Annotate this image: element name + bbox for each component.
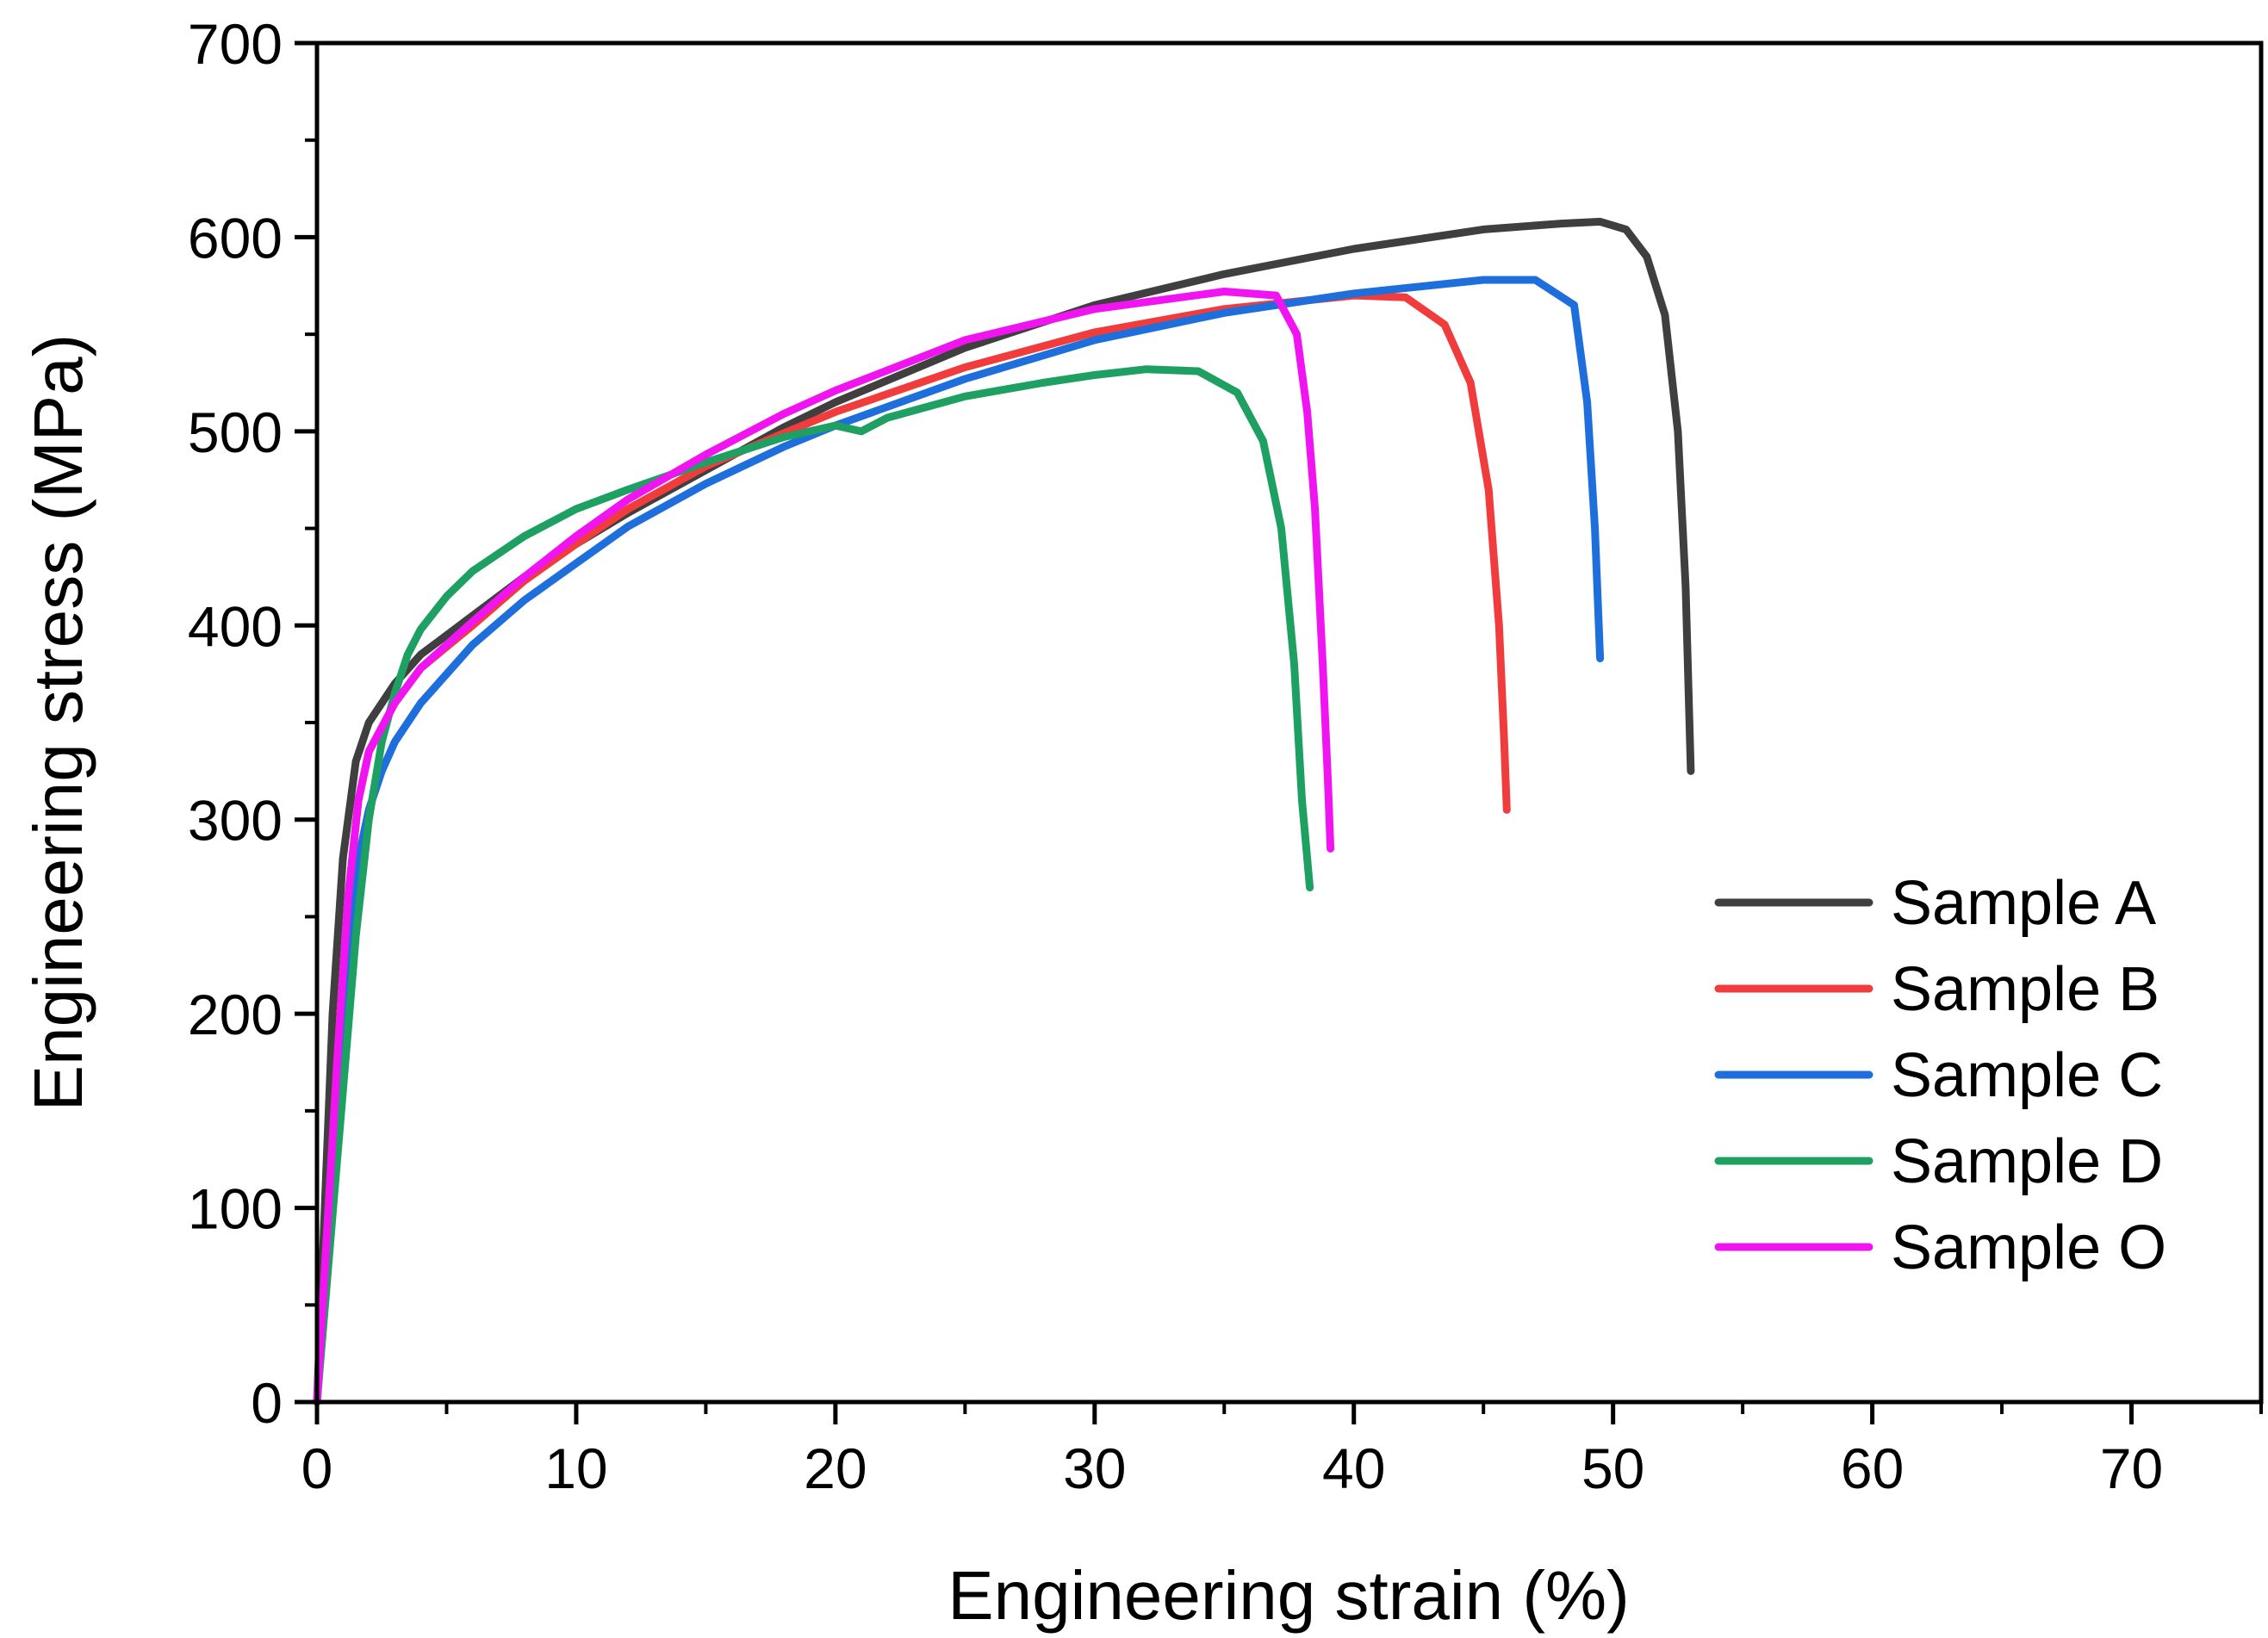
legend-label: Sample O xyxy=(1891,1213,2166,1282)
y-tick-label: 300 xyxy=(188,789,283,853)
y-tick-label: 600 xyxy=(188,206,283,270)
x-tick-label: 50 xyxy=(1581,1436,1644,1500)
series-line-sample-o xyxy=(313,288,1335,1406)
legend: Sample A Sample B Sample C Sample D Sample O xyxy=(1714,869,2166,1282)
y-tick-label: 700 xyxy=(188,12,283,76)
x-tick-label: 70 xyxy=(2100,1436,2163,1500)
x-tick-label: 10 xyxy=(544,1436,607,1500)
x-tick-label: 60 xyxy=(1841,1436,1904,1500)
series-layer xyxy=(313,217,1695,1406)
legend-label: Sample C xyxy=(1891,1041,2163,1110)
y-tick-label: 100 xyxy=(188,1177,283,1241)
y-tick-label: 400 xyxy=(188,594,283,658)
x-tick-label: 20 xyxy=(804,1436,867,1500)
y-tick-label: 0 xyxy=(251,1371,283,1435)
y-tick-label: 200 xyxy=(188,983,283,1046)
series-line-sample-c xyxy=(313,276,1605,1406)
legend-label: Sample A xyxy=(1891,869,2156,938)
y-axis-title: Engineering stress (MPa) xyxy=(20,334,96,1112)
series-line-sample-a xyxy=(313,217,1695,1406)
x-tick-label: 30 xyxy=(1063,1436,1126,1500)
legend-label: Sample B xyxy=(1891,955,2159,1024)
x-tick-label: 40 xyxy=(1322,1436,1385,1500)
series-line-sample-d xyxy=(313,365,1314,1406)
x-axis-title: Engineering strain (%) xyxy=(948,1557,1629,1634)
x-tick-label: 0 xyxy=(301,1436,333,1500)
legend-label: Sample D xyxy=(1891,1127,2163,1196)
plot-frame xyxy=(314,40,2264,1405)
y-tick-label: 500 xyxy=(188,400,283,464)
